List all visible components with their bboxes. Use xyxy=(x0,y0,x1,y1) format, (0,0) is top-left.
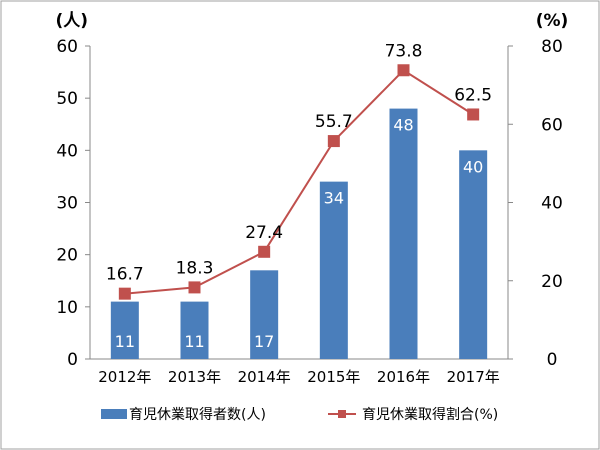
left-tick-label: 60 xyxy=(56,37,78,57)
line-points xyxy=(118,64,480,300)
left-axis-ticks: 0 10 20 30 40 50 60 xyxy=(56,37,90,370)
line-value-label: 18.3 xyxy=(176,258,214,278)
left-tick-label: 10 xyxy=(56,298,78,318)
line-marker xyxy=(397,64,410,77)
line-marker xyxy=(467,108,480,121)
left-tick-label: 0 xyxy=(67,350,78,370)
line-value-label: 62.5 xyxy=(454,85,492,105)
bar-value-label: 11 xyxy=(115,332,135,351)
line-value-label: 16.7 xyxy=(106,265,144,285)
category-label: 2016年 xyxy=(377,368,430,386)
right-tick-label: 60 xyxy=(541,115,563,135)
right-tick-label: 20 xyxy=(541,272,563,292)
category-label: 2017年 xyxy=(447,368,500,386)
line-path xyxy=(124,68,474,295)
legend-line-label: 育児休業取得割合(%) xyxy=(362,406,498,423)
line-point-labels: 16.7 18.3 27.4 55.7 73.8 62.5 xyxy=(106,41,492,284)
left-tick-label: 40 xyxy=(56,141,78,161)
line-marker xyxy=(118,287,131,300)
bar-value-label: 11 xyxy=(184,332,204,351)
line-value-label: 73.8 xyxy=(385,41,423,61)
category-label: 2015年 xyxy=(307,368,360,386)
category-labels: 2012年 2013年 2014年 2015年 2016年 2017年 xyxy=(98,368,500,386)
line-value-label: 27.4 xyxy=(245,223,283,243)
bar xyxy=(250,270,279,359)
right-tick-label: 80 xyxy=(541,37,563,57)
legend-bar-label: 育児休業取得者数(人) xyxy=(129,406,266,423)
left-axis-unit: (人) xyxy=(55,11,88,31)
line-marker xyxy=(188,281,201,294)
bar-value-label: 40 xyxy=(463,157,483,176)
bar xyxy=(180,301,209,359)
bar-series xyxy=(110,108,488,359)
bar-labels: 11 11 17 34 48 40 xyxy=(115,116,484,351)
line-marker xyxy=(327,135,340,148)
legend-line-marker xyxy=(338,410,346,418)
bar xyxy=(459,150,488,359)
right-axis-ticks: 0 20 40 60 80 xyxy=(508,37,563,370)
category-label: 2012年 xyxy=(98,368,151,386)
left-tick-label: 50 xyxy=(56,89,78,109)
right-tick-label: 0 xyxy=(547,350,558,370)
right-tick-label: 40 xyxy=(541,194,563,214)
bar-value-label: 34 xyxy=(324,189,344,208)
left-tick-label: 30 xyxy=(56,194,78,214)
category-label: 2013年 xyxy=(168,368,221,386)
legend-bar-swatch xyxy=(101,409,127,419)
line-marker xyxy=(258,245,271,258)
bar xyxy=(389,108,418,359)
right-axis-unit: (%) xyxy=(536,11,569,31)
line-series xyxy=(124,68,474,295)
line-value-label: 55.7 xyxy=(315,112,353,132)
bar-value-label: 17 xyxy=(254,332,274,351)
left-tick-label: 20 xyxy=(56,246,78,266)
bar-value-label: 48 xyxy=(393,116,413,135)
category-label: 2014年 xyxy=(238,368,291,386)
legend: 育児休業取得者数(人) 育児休業取得割合(%) xyxy=(101,406,498,423)
bar xyxy=(319,181,348,359)
bar xyxy=(110,301,139,359)
